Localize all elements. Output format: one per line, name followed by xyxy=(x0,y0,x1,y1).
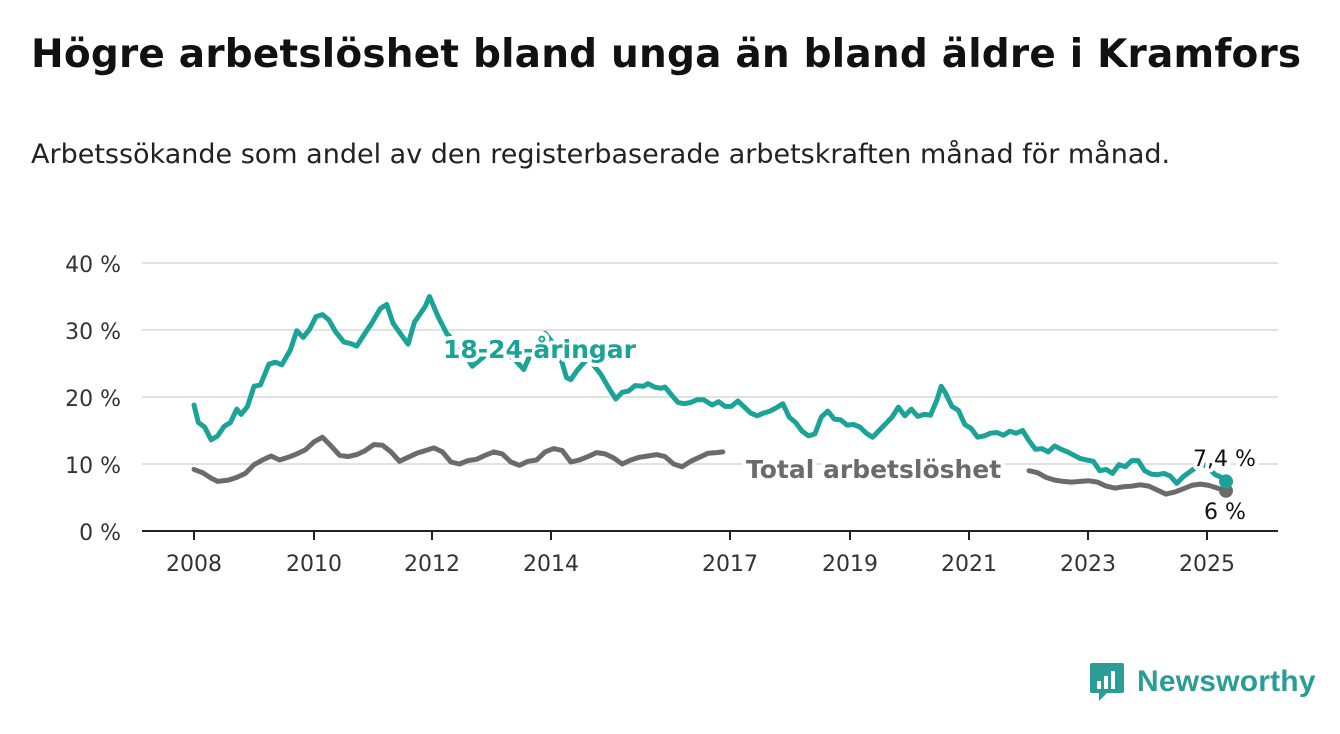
young-end-label: 7,4 %7,4 % xyxy=(1189,443,1260,476)
y-tick-label: 30 % xyxy=(65,320,121,345)
x-tick-label: 2017 xyxy=(702,552,758,577)
x-tick-label: 2025 xyxy=(1179,552,1235,577)
total-end-label-halo: 6 % xyxy=(1204,500,1246,525)
logo-text: Newsworthy xyxy=(1137,665,1316,698)
total-series-label-text: Total arbetslöshet xyxy=(746,455,1001,484)
x-tick-label: 2010 xyxy=(286,552,342,577)
x-tick-label: 2023 xyxy=(1060,552,1116,577)
total-series-label-halo: Total arbetslöshet xyxy=(746,455,1001,484)
x-tick-label: 2012 xyxy=(404,552,460,577)
x-tick-label: 2019 xyxy=(822,552,878,577)
y-tick-label: 20 % xyxy=(65,387,121,412)
total-line xyxy=(191,434,726,484)
chart-subtitle: Arbetssökande som andel av den registerb… xyxy=(31,139,1171,170)
young-end-dot xyxy=(1219,474,1233,489)
chart-title: Högre arbetslöshet bland unga än bland ä… xyxy=(31,32,1302,77)
newsworthy-logo: Newsworthy xyxy=(1089,661,1316,703)
young-end-label-text: 7,4 % xyxy=(1193,447,1256,472)
young-series-label-text: 18-24-åringar xyxy=(443,335,637,364)
y-axis-ticks: 0 % 10 % 20 % 30 % 40 % xyxy=(65,253,121,546)
x-tick-label: 2021 xyxy=(941,552,997,577)
total-end-label: 6 %6 % xyxy=(1200,496,1250,529)
bar-chart-logo-icon xyxy=(1090,663,1124,701)
y-tick-label: 0 % xyxy=(79,521,121,546)
young-line xyxy=(191,294,1229,486)
x-axis: 2008 2010 2012 2014 2017 2019 2021 2023 2025 xyxy=(142,530,1278,577)
x-tick-label: 2014 xyxy=(523,552,579,577)
grid-lines xyxy=(142,262,1278,465)
y-tick-label: 40 % xyxy=(65,253,121,278)
series-lines xyxy=(191,294,1233,498)
x-tick-label: 2008 xyxy=(166,552,222,577)
total-line-late xyxy=(1026,468,1229,497)
total-end-label-text: 6 % xyxy=(1204,500,1246,525)
young-series-label-halo: 18-24-åringar xyxy=(443,335,637,364)
y-tick-label: 10 % xyxy=(65,454,121,479)
young-end-label-halo: 7,4 % xyxy=(1193,447,1256,472)
